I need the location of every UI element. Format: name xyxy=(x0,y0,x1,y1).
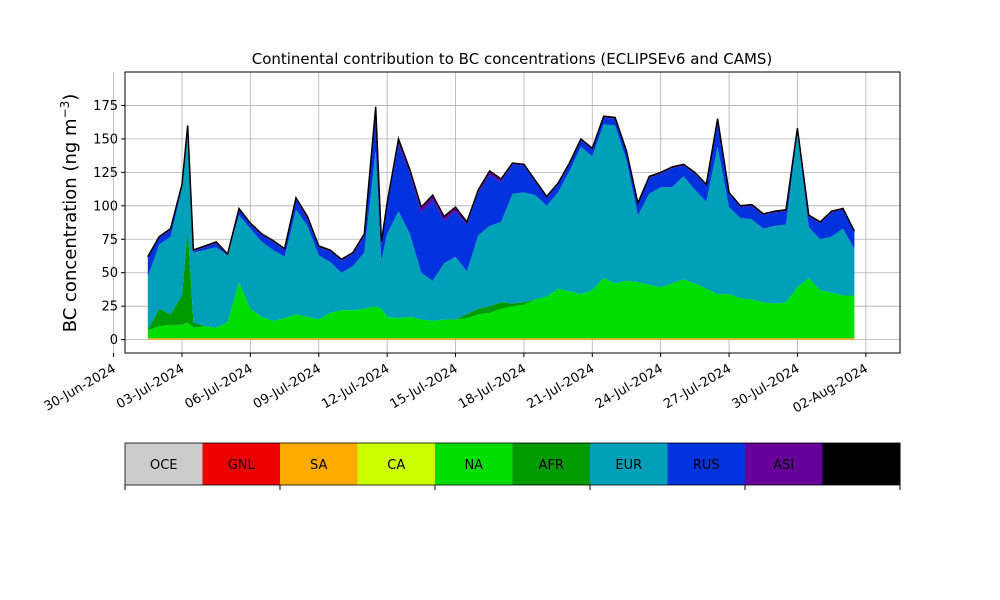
stacked-areas xyxy=(147,106,856,340)
x-tick-label: 09-Jul-2024 xyxy=(251,361,324,412)
y-tick-label: 100 xyxy=(93,199,118,214)
legend-swatch-aus xyxy=(822,443,901,485)
legend-label-afr: AFR xyxy=(539,458,564,473)
legend-label-na: NA xyxy=(464,458,483,473)
legend-swatch-asi xyxy=(745,443,823,485)
total-outline xyxy=(147,106,856,261)
colorbar-frame xyxy=(124,442,901,486)
x-tick-label: 27-Jul-2024 xyxy=(661,361,734,412)
x-tick-label: 30-Jun-2024 xyxy=(42,361,119,414)
area-eur xyxy=(147,124,855,331)
legend-label-oce: OCE xyxy=(150,458,178,473)
y-axis-label-main: BC concentration (ng m xyxy=(60,118,81,332)
x-tick-label: 03-Jul-2024 xyxy=(114,361,187,412)
y-tick-label: 150 xyxy=(93,132,118,147)
plot-frame xyxy=(124,71,901,354)
legend-label-eur: EUR xyxy=(615,458,642,473)
legend-label-ca: CA xyxy=(387,458,405,473)
y-tick-label: 25 xyxy=(101,300,118,315)
y-axis-label-superscript: −3 xyxy=(58,101,72,119)
x-tick-label: 12-Jul-2024 xyxy=(319,361,392,412)
y-tick-label: 175 xyxy=(93,99,118,114)
x-tick-label: 18-Jul-2024 xyxy=(456,361,529,412)
colorbar-legend: OCE GNL SA CA NA AFR EUR RUS ASI AUS xyxy=(124,442,901,490)
area-rus xyxy=(147,110,855,281)
legend-label-aus: AUS xyxy=(848,458,875,473)
legend-swatch-na xyxy=(435,443,513,485)
area-sa xyxy=(147,338,855,340)
x-tick-label: 15-Jul-2024 xyxy=(388,361,461,412)
legend-swatch-afr xyxy=(512,443,591,485)
x-tick-label: 24-Jul-2024 xyxy=(593,361,666,412)
y-axis-label-tail: ) xyxy=(60,94,81,101)
chart-title: Continental contribution to BC concentra… xyxy=(252,50,773,68)
legend-label-asi: ASI xyxy=(773,458,794,473)
legend-swatch-ca xyxy=(357,443,436,485)
legend-swatch-sa xyxy=(280,443,358,485)
legend-swatch-oce xyxy=(125,443,203,485)
y-tick-label: 50 xyxy=(101,266,118,281)
legend-swatch-gnl xyxy=(202,443,281,485)
y-axis-label: BC concentration (ng m−3) xyxy=(58,94,81,333)
x-tick-label: 21-Jul-2024 xyxy=(524,361,597,412)
legend-swatch-rus xyxy=(667,443,746,485)
x-tick-label: 02-Aug-2024 xyxy=(790,361,870,416)
x-tick-label: 06-Jul-2024 xyxy=(183,361,256,412)
y-tick-label: 0 xyxy=(110,333,118,348)
area-na xyxy=(147,278,855,339)
legend-label-gnl: GNL xyxy=(228,458,256,473)
y-tick-label: 75 xyxy=(101,233,118,248)
y-tick-label: 125 xyxy=(93,166,118,181)
legend-label-sa: SA xyxy=(310,458,327,473)
legend-swatch-eur xyxy=(590,443,668,485)
legend-label-rus: RUS xyxy=(693,458,720,473)
